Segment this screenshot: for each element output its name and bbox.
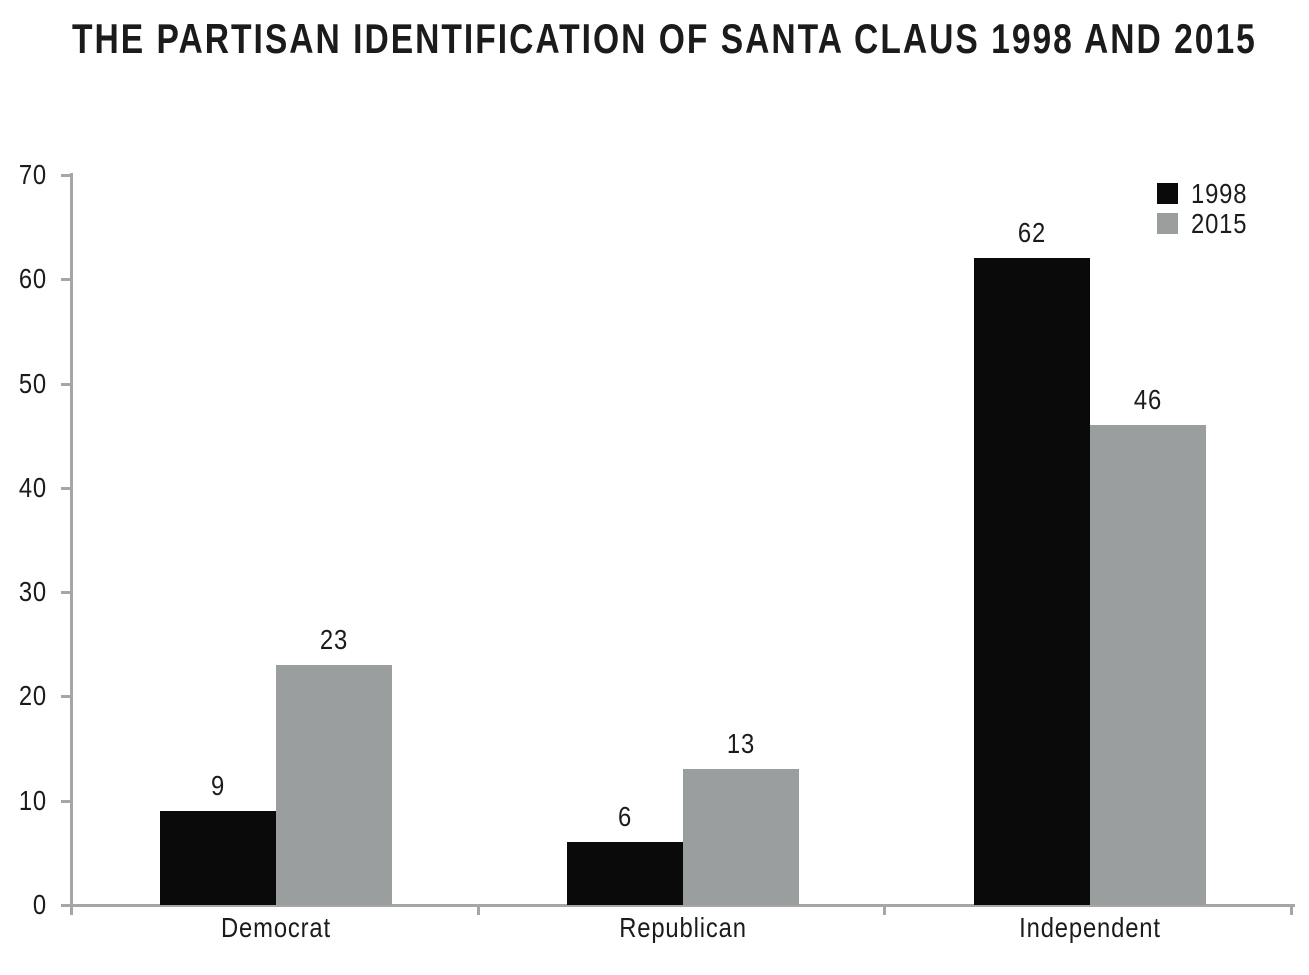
- category-label-republican: Republican: [619, 912, 747, 943]
- bar-value-label-2015-republican: 13: [726, 728, 756, 760]
- bar-1998-republican: [567, 842, 683, 905]
- y-tick-label-20: 20: [18, 680, 47, 712]
- y-tick-60: [61, 278, 73, 282]
- legend-item-2015: 2015: [1157, 208, 1257, 239]
- y-axis-line: [70, 173, 73, 908]
- y-tick-70: [61, 174, 73, 177]
- y-tick-label-0: 0: [32, 889, 47, 920]
- y-tick-label-40: 40: [18, 471, 47, 503]
- y-tick-50: [61, 382, 73, 386]
- y-tick-20: [61, 695, 73, 699]
- x-axis-line: [70, 904, 1295, 907]
- y-tick-label-50: 50: [18, 367, 47, 399]
- y-tick-0: [61, 904, 73, 907]
- legend: 1998 2015: [1157, 178, 1257, 239]
- bar-value-label-2015-democrat: 23: [320, 624, 349, 656]
- legend-label-2015: 2015: [1191, 208, 1248, 239]
- category-label-democrat: Democrat: [221, 912, 332, 943]
- x-tick-2: [883, 904, 887, 915]
- bar-value-label-1998-republican: 6: [617, 801, 633, 833]
- legend-item-1998: 1998: [1157, 178, 1257, 209]
- y-tick-label-70: 70: [18, 159, 47, 190]
- bar-value-label-2015-independent: 46: [1133, 384, 1162, 416]
- x-tick-1: [476, 904, 480, 915]
- legend-swatch-2015-icon: [1157, 213, 1178, 234]
- x-tick-0: [70, 904, 73, 915]
- category-label-independent: Independent: [1018, 912, 1161, 943]
- x-tick-3: [1290, 904, 1293, 915]
- y-tick-label-60: 60: [18, 263, 47, 295]
- bar-1998-democrat: [160, 811, 277, 905]
- bar-value-label-1998-democrat: 9: [211, 770, 226, 802]
- bar-value-label-1998-independent: 62: [1017, 217, 1046, 249]
- bar-2015-democrat: [276, 665, 393, 905]
- legend-swatch-1998-icon: [1157, 183, 1178, 204]
- y-tick-30: [61, 591, 73, 595]
- y-tick-label-10: 10: [18, 784, 47, 816]
- bar-1998-independent: [973, 258, 1090, 905]
- legend-label-1998: 1998: [1191, 178, 1248, 209]
- chart-title: THE PARTISAN IDENTIFICATION OF SANTA CLA…: [72, 15, 1257, 62]
- y-tick-40: [61, 486, 73, 490]
- bar-2015-independent: [1089, 425, 1206, 905]
- bar-2015-republican: [683, 769, 799, 905]
- y-tick-label-30: 30: [18, 576, 47, 608]
- y-tick-10: [61, 799, 73, 803]
